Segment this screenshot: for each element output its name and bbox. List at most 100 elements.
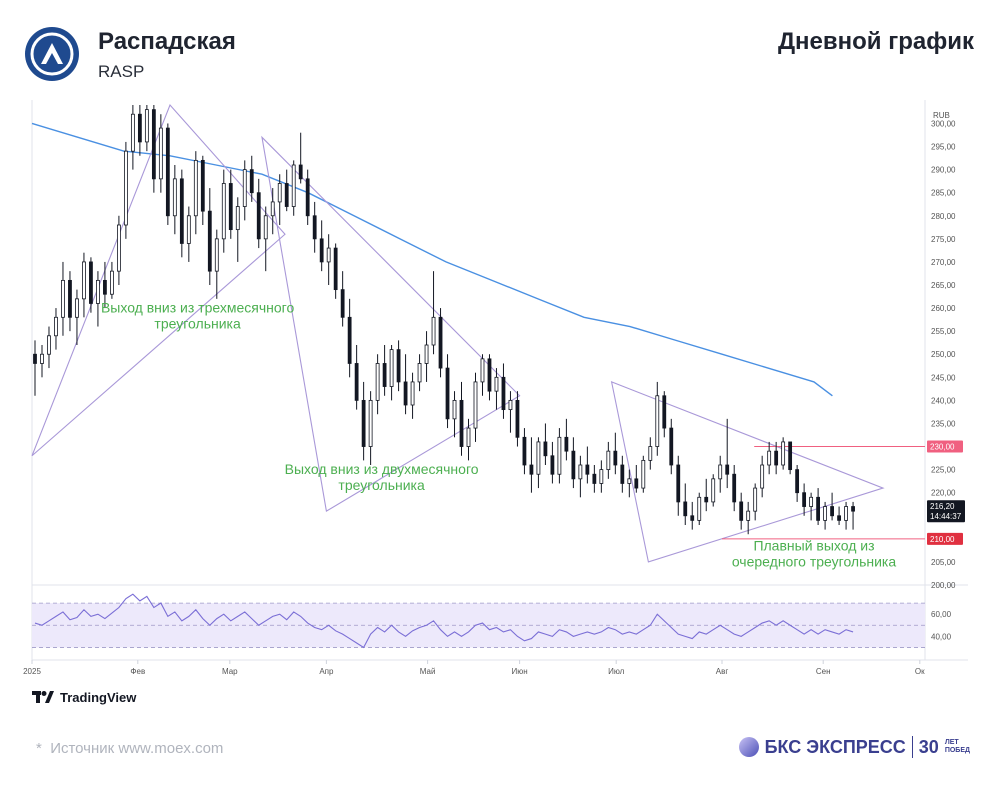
candle-body	[704, 496, 709, 503]
candle-body	[599, 469, 604, 484]
candle-body	[851, 506, 855, 512]
y-tick-label: 255,00	[931, 327, 956, 336]
candle-body	[291, 164, 296, 207]
candle-body	[89, 261, 93, 304]
candle-body	[242, 169, 247, 207]
candle-body	[802, 492, 807, 507]
candle-body	[333, 247, 338, 291]
candle-body	[676, 464, 681, 503]
candle-body	[312, 215, 317, 240]
candle-body	[606, 450, 611, 471]
candle-body	[662, 395, 667, 429]
y-tick-label: 300,00	[931, 119, 956, 128]
candle-body	[375, 363, 380, 401]
candle-body	[571, 450, 576, 480]
tradingview-credit: TradingView	[32, 690, 136, 705]
y-tick-label: 270,00	[931, 258, 956, 267]
brand-name: БКС ЭКСПРЕСС	[764, 736, 906, 757]
y-tick-label: 225,00	[931, 466, 956, 475]
candle-body	[103, 279, 107, 295]
candle-body	[403, 381, 408, 406]
candle-body	[382, 363, 387, 387]
candle-body	[753, 487, 758, 512]
triangle-pattern	[31, 103, 286, 457]
candle-body	[494, 376, 499, 392]
candle-body	[270, 201, 275, 217]
candle-body	[487, 358, 492, 392]
candle-body	[809, 496, 814, 507]
candle-body	[543, 441, 548, 457]
candle-body	[75, 298, 79, 318]
brand-years-2: ПОБЕД	[944, 747, 970, 754]
brand-block: БКС ЭКСПРЕСС 30 ЛЕТ ПОБЕД	[738, 736, 970, 758]
y-tick-label: 285,00	[931, 189, 956, 198]
candle-body	[277, 183, 282, 203]
candle-body	[431, 316, 436, 346]
tradingview-logo-icon	[32, 690, 54, 703]
candle-body	[144, 109, 149, 143]
candle-body	[501, 376, 506, 411]
triangle-pattern	[610, 381, 885, 563]
price-level-label: 230,00	[930, 443, 955, 452]
candle-body	[438, 316, 443, 369]
brand-separator	[911, 736, 913, 758]
candle-body	[578, 464, 583, 480]
candle-body	[683, 501, 688, 517]
candle-body	[186, 215, 191, 244]
candle-body	[837, 515, 841, 521]
brand-circle-icon	[738, 737, 759, 757]
last-price-badge	[927, 500, 965, 523]
candle-body	[284, 183, 289, 207]
annotation-text: очередного треугольника	[732, 553, 897, 569]
candle-body	[96, 279, 100, 304]
candle-body	[33, 353, 37, 364]
x-tick-label: Май	[420, 667, 436, 676]
candle-body	[200, 159, 205, 212]
candle-body	[319, 238, 324, 263]
candle-body	[123, 150, 128, 226]
price-level-badge	[927, 440, 963, 453]
candle-body	[613, 450, 618, 466]
candle-body	[207, 210, 212, 272]
x-tick-label: Апр	[319, 667, 334, 676]
candle-body	[368, 399, 373, 447]
candle-body	[788, 441, 793, 471]
candle-body	[767, 450, 772, 466]
candle-body	[760, 464, 765, 489]
y-tick-label: 240,00	[931, 396, 956, 405]
y-tick-label: 200,00	[931, 581, 956, 590]
candle-body	[564, 436, 569, 452]
candle-body	[466, 427, 471, 447]
annotation-text: треугольника	[154, 316, 241, 332]
tradingview-label: TradingView	[60, 690, 137, 705]
candle-body	[61, 279, 65, 318]
candle-body	[389, 349, 394, 387]
candle-body	[585, 464, 590, 475]
x-tick-label: 2025	[23, 667, 41, 676]
candle-body	[263, 215, 268, 240]
candle-body	[634, 478, 639, 489]
candle-body	[305, 178, 310, 217]
stock-name: Распадская	[98, 28, 236, 55]
candle-body	[557, 436, 562, 475]
candle-body	[130, 113, 135, 152]
candle-body	[592, 473, 597, 484]
candle-body	[641, 459, 646, 489]
candle-body	[508, 399, 513, 411]
y-tick-label: 275,00	[931, 235, 956, 244]
candle-body	[249, 169, 254, 194]
y-tick-label: 295,00	[931, 143, 956, 152]
y-tick-label: 245,00	[931, 373, 956, 382]
candle-body	[179, 178, 184, 244]
candle-body	[774, 450, 779, 466]
y-tick-label: 220,00	[931, 489, 956, 498]
candle-body	[480, 358, 485, 383]
x-tick-label: Сен	[816, 667, 831, 676]
candle-body	[110, 270, 114, 295]
last-price-label: 216,20	[930, 502, 955, 511]
candle-body	[795, 469, 800, 494]
source-star: *	[36, 740, 42, 757]
candle-body	[193, 159, 198, 217]
y-tick-label: 265,00	[931, 281, 956, 290]
